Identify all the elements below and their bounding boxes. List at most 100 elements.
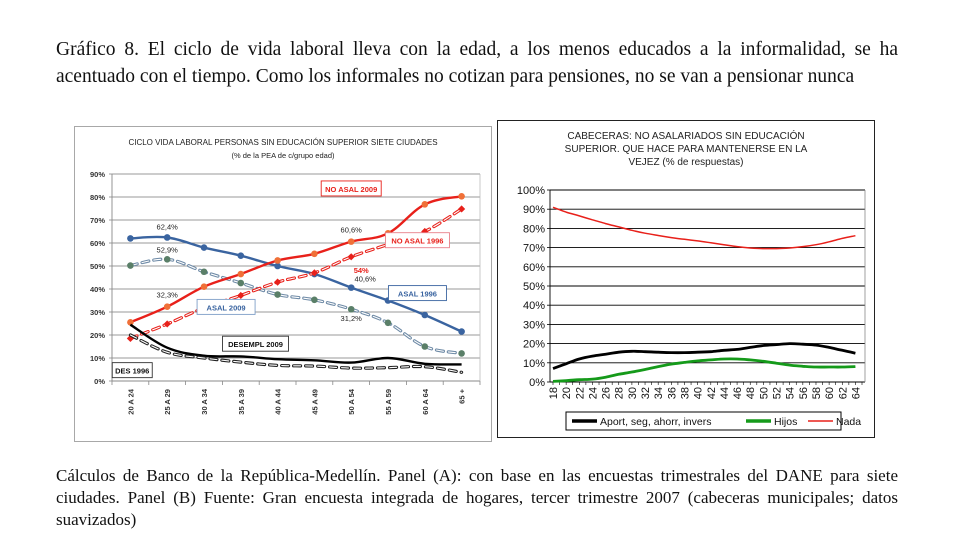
chart-a-ytick-label: 60% — [90, 239, 105, 248]
panel-a-chart: CICLO VIDA LABORAL PERSONAS SIN EDUCACIÓ… — [74, 126, 492, 442]
chart-a-ytick-label: 40% — [90, 285, 105, 294]
series-asal-1996-marker — [274, 262, 281, 270]
chart-a-xtick-label: 55 A 59 — [384, 389, 393, 415]
chart-b-title-line: VEJEZ (% de respuestas) — [628, 157, 743, 168]
series-asal-1996-marker — [127, 235, 134, 242]
chart-a-title: CICLO VIDA LABORAL PERSONAS SIN EDUCACIÓ… — [128, 138, 437, 147]
chart-b-xtick-label: 18 — [548, 387, 560, 399]
chart-b-xtick-label: 42 — [706, 387, 718, 399]
chart-b-xtick-label: 36 — [666, 387, 678, 399]
chart-a-xtick-label: 35 A 39 — [237, 389, 246, 415]
series-no-asal-2009-marker — [274, 257, 281, 264]
series-asal-1996-marker — [237, 252, 245, 259]
series-no-asal-1996-line — [128, 207, 464, 340]
chart-b-xtick-label: 38 — [679, 387, 691, 399]
series-asal-2009-marker — [384, 319, 392, 327]
chart-b-ytick-label: 90% — [523, 204, 545, 216]
chart-b-xtick-label: 44 — [719, 387, 731, 399]
chart-a-xtick-label: 25 A 29 — [163, 389, 172, 415]
chart-b-xtick-label: 62 — [837, 387, 849, 399]
legend-box-des-1996 — [111, 362, 153, 379]
chart-b-xtick-label: 30 — [627, 387, 639, 399]
legend-box-asal-2009 — [196, 298, 256, 315]
series-asal-2009-marker — [163, 256, 171, 263]
chart-a-xtick-label: 50 A 54 — [347, 388, 356, 415]
chart-a-ytick-label: 30% — [90, 308, 105, 317]
chart-b-ytick-label: 100% — [517, 185, 545, 197]
chart-a-ytick-label: 90% — [90, 170, 105, 179]
legend-label-aport-seg-ahorr-invers: Aport, seg, ahorr, invers — [600, 416, 711, 428]
chart-b-xtick-label: 46 — [732, 387, 744, 399]
figure-caption: Cálculos de Banco de la República-Medell… — [56, 466, 898, 529]
series-asal-2009-marker — [347, 305, 355, 313]
legend-label-hijos: Hijos — [774, 416, 797, 428]
chart-b-legend — [565, 411, 842, 431]
chart-b-xtick-label: 60 — [824, 387, 836, 399]
figure-heading: Gráfico 8. El ciclo de vida laboral llev… — [56, 39, 898, 87]
chart-a-xtick-label: 40 A 44 — [274, 388, 283, 415]
legend-label-nada: Nada — [836, 416, 861, 428]
panel-b-chart: CABECERAS: NO ASALARIADOS SIN EDUCACIÓN S… — [497, 120, 875, 438]
chart-b-ytick-label: 0% — [529, 377, 545, 389]
chart-b-ytick-label: 10% — [523, 358, 545, 370]
series-no-asal-2009-marker — [421, 201, 429, 208]
chart-a-data-label: 31,2% — [341, 314, 363, 323]
legend-box-no-asal-1996 — [384, 232, 450, 249]
series-no-asal-2009-marker — [311, 250, 318, 258]
series-asal-2009-marker — [200, 268, 208, 276]
chart-a-xtick-label: 65 + — [458, 388, 467, 403]
chart-a-data-label: 62,4% — [157, 222, 179, 231]
chart-b-ytick-label: 40% — [523, 300, 545, 312]
chart-b-ytick-label: 20% — [523, 339, 545, 351]
chart-b-ytick-label: 80% — [523, 223, 545, 235]
chart-a-ytick-label: 50% — [90, 262, 105, 271]
series-no-asal-2009-marker — [200, 283, 208, 290]
series-asal-2009-line-highlight — [129, 258, 463, 354]
chart-b-xtick-label: 54 — [785, 387, 797, 399]
series-no-asal-2009-line — [129, 195, 462, 324]
chart-b-title: CABECERAS: NO ASALARIADOS SIN EDUCACIÓN S… — [565, 129, 808, 168]
series-asal-1996-marker — [347, 284, 355, 291]
chart-a-xtick-label: 30 A 34 — [200, 388, 209, 415]
chart-b-svg: CABECERAS: NO ASALARIADOS SIN EDUCACIÓN S… — [517, 129, 866, 431]
chart-b-xtick-label: 26 — [601, 387, 613, 399]
legend-box-desempl-2009 — [222, 335, 289, 352]
chart-b-title-line: CABECERAS: NO ASALARIADOS SIN EDUCACIÓN — [567, 129, 804, 142]
series-desempl-2009-line — [129, 323, 462, 366]
series-no-asal-2009-marker — [458, 193, 465, 200]
chart-b-xtick-label: 22 — [574, 387, 586, 399]
chart-b-ytick-label: 70% — [523, 243, 545, 255]
chart-b-xtick-label: 64 — [850, 387, 862, 399]
chart-b-xtick-label: 34 — [653, 387, 665, 399]
series-no-asal-1996-marker — [237, 291, 245, 300]
chart-b-xtick-label: 40 — [693, 387, 705, 399]
chart-a-svg: CICLO VIDA LABORAL PERSONAS SIN EDUCACIÓ… — [90, 138, 481, 415]
chart-a-data-label: 40,6% — [355, 275, 377, 284]
chart-b-xtick-label: 28 — [614, 387, 626, 399]
series-no-asal-2009-marker — [237, 270, 245, 278]
chart-a-data-label: 54% — [354, 266, 369, 275]
chart-a-ytick-label: 80% — [90, 193, 105, 202]
series-asal-2009-marker — [421, 343, 429, 350]
chart-a-ytick-label: 10% — [90, 354, 105, 363]
chart-a-xtick-label: 45 A 49 — [310, 389, 319, 415]
series-asal-2009-marker — [311, 296, 318, 304]
chart-b-xtick-label: 50 — [758, 387, 770, 399]
chart-b-xtick-label: 32 — [640, 387, 652, 399]
series-no-asal-1996-marker — [421, 227, 429, 236]
series-asal-1996-line — [130, 235, 463, 333]
series-no-asal-2009-marker — [163, 303, 171, 311]
chart-a-xtick-label: 20 A 24 — [126, 388, 135, 415]
series-asal-1996-marker — [200, 244, 208, 251]
legend-label-no-asal-1996: NO ASAL 1996 — [391, 237, 443, 246]
series-asal-1996-marker — [458, 328, 465, 335]
legend-label-no-asal-2009: NO ASAL 2009 — [325, 185, 377, 194]
series-asal-2009-marker — [274, 291, 281, 298]
legend-label-des-1996: DES 1996 — [115, 367, 149, 376]
series-des-1996-line-highlight — [129, 334, 463, 373]
chart-a-ytick-label: 70% — [90, 216, 105, 225]
chart-b-ytick-label: 60% — [523, 262, 545, 274]
series-nada-line — [552, 206, 856, 250]
series-des-1996-line — [128, 333, 464, 374]
chart-a-ytick-label: 0% — [94, 377, 105, 386]
